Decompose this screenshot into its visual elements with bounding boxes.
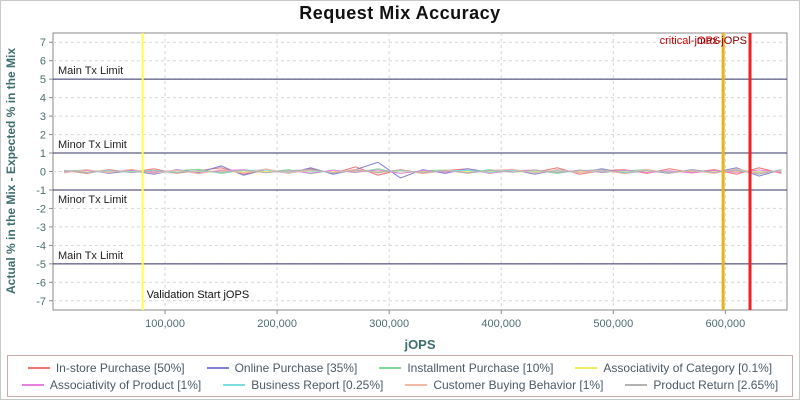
legend-item: Product Return [2.65%] [625, 378, 778, 392]
legend-swatch [575, 366, 598, 369]
legend-label: Customer Buying Behavior [1%] [433, 377, 604, 392]
y-axis-label: Actual % in the Mix - Expected % in the … [4, 48, 18, 294]
legend-row: In-store Purchase [50%] Online Purchase [… [8, 361, 792, 375]
legend-item: Online Purchase [35%] [206, 360, 358, 375]
x-tick-label: 300,000 [369, 318, 409, 330]
marker-label: max-jOPS [697, 35, 747, 47]
x-tick-label: 400,000 [481, 318, 521, 330]
legend-swatch [379, 366, 402, 369]
legend-label: Product Return [2.65%] [653, 377, 779, 392]
x-tick-label: 100,000 [145, 318, 185, 330]
limit-line-label: Minor Tx Limit [58, 139, 127, 151]
limit-line-label: Main Tx Limit [58, 250, 123, 262]
chart-title: Request Mix Accuracy [299, 3, 501, 23]
legend-item: Associativity of Category [0.1%] [575, 361, 772, 375]
plot-area: -7 -6 -5 -4 -3 -2 -1 0 1 2 3 4 5 6 7 100,000 200,000 300,… [4, 32, 788, 352]
legend: In-store Purchase [50%] Online Purchase [… [7, 355, 793, 397]
legend-label: In-store Purchase [50%] [55, 360, 185, 375]
y-tick-label: 6 [40, 56, 46, 68]
legend-swatch [21, 383, 44, 386]
legend-item: Installment Purchase [10%] [379, 361, 553, 375]
y-tick-label: -3 [36, 222, 46, 234]
legend-label: Online Purchase [35%] [234, 360, 358, 375]
legend-item: Business Report [0.25%] [223, 378, 383, 392]
plot-dynamic-layer: -7 -6 -5 -4 -3 -2 -1 0 1 2 3 4 5 6 7 100,000 200,000 300,… [36, 32, 788, 330]
legend-label: Associativity of Product [1%] [49, 377, 202, 392]
x-axis-label: jOPS [403, 337, 435, 352]
limit-line-label: Main Tx Limit [58, 65, 123, 77]
legend-swatch [27, 366, 50, 369]
legend-item: Customer Buying Behavior [1%] [405, 378, 603, 392]
marker-label: critical-jOPS [660, 35, 721, 47]
x-tick-label: 500,000 [593, 318, 633, 330]
y-tick-label: -1 [36, 185, 46, 197]
y-tick-label: 5 [40, 74, 46, 86]
legend-swatch [206, 366, 229, 369]
legend-swatch [223, 383, 246, 386]
y-tick-label: 2 [40, 130, 46, 142]
marker-label: Validation Start jOPS [147, 289, 250, 301]
y-tick-label: -7 [36, 296, 46, 308]
legend-item: In-store Purchase [50%] [27, 360, 185, 375]
y-tick-label: -4 [36, 240, 46, 252]
x-tick-label: 600,000 [705, 318, 745, 330]
y-tick-label: 1 [40, 148, 46, 160]
legend-swatch [625, 383, 648, 386]
y-tick-label: 4 [40, 93, 46, 105]
legend-swatch [405, 383, 428, 386]
y-tick-label: 7 [40, 37, 46, 49]
legend-label: Associativity of Category [0.1%] [603, 360, 773, 375]
y-tick-label: -2 [36, 203, 46, 215]
series-line [64, 169, 782, 175]
legend-label: Installment Purchase [10%] [407, 360, 554, 375]
y-tick-label: 0 [40, 167, 46, 179]
legend-row: Associativity of Product [1%] Business Re… [8, 378, 792, 392]
y-tick-label: -5 [36, 259, 46, 271]
limit-line-label: Minor Tx Limit [58, 194, 127, 206]
legend-label: Business Report [0.25%] [251, 377, 384, 392]
legend-item: Associativity of Product [1%] [21, 377, 202, 392]
y-tick-label: -6 [36, 277, 46, 289]
x-tick-label: 200,000 [257, 318, 297, 330]
y-tick-label: 3 [40, 111, 46, 123]
